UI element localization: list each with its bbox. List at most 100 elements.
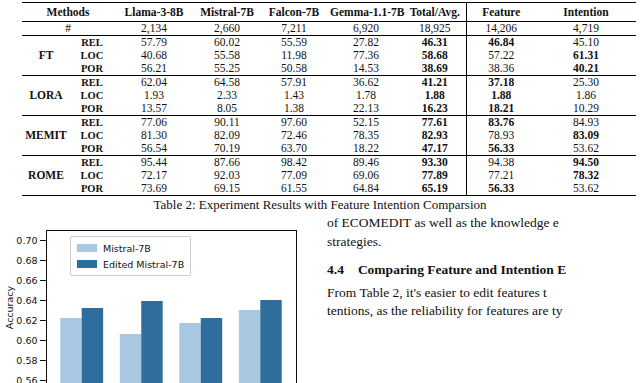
html-text:55.25: 55.25 — [214, 62, 240, 74]
html-text:1.86: 1.86 — [575, 89, 597, 101]
html-text:70.19: 70.19 — [214, 142, 240, 154]
html-text:53.62: 53.62 — [573, 142, 599, 154]
html-text:strategies.: strategies. — [327, 233, 382, 249]
html-text:56.33: 56.33 — [488, 142, 515, 154]
html-text:81.30: 81.30 — [141, 129, 167, 141]
svg-text:0.58: 0.58 — [16, 355, 37, 366]
html-text:38.69: 38.69 — [421, 62, 448, 74]
html-text:1.93: 1.93 — [143, 89, 165, 101]
html-text:Gemma-1.1-7B Total/Avg.: Gemma-1.1-7B Total/Avg. — [330, 5, 460, 18]
html-text:Mistral-7B: Mistral-7B — [200, 5, 254, 18]
html-text:38.36: 38.36 — [488, 62, 515, 74]
html-text:FT: FT — [38, 49, 54, 61]
svg-text:0.60: 0.60 — [16, 335, 37, 346]
html-text:18,925: 18,925 — [418, 22, 451, 34]
html-text:40.68: 40.68 — [141, 49, 167, 61]
html-text:87.66: 87.66 — [214, 156, 240, 168]
html-text:37.18: 37.18 — [488, 76, 515, 88]
html-text:of ECOMEDIT as well as the kno: of ECOMEDIT as well as the knowledge e — [327, 215, 559, 230]
html-text:Comparing Feature and Intentio: Comparing Feature and Intention E — [357, 262, 567, 277]
html-text:Llama-3-8B: Llama-3-8B — [124, 5, 184, 18]
svg-text:Accuracy: Accuracy — [4, 285, 15, 329]
html-text:47.17: 47.17 — [421, 142, 448, 154]
html-text:13.57: 13.57 — [141, 102, 167, 114]
html-text:ROME: ROME — [28, 169, 64, 181]
html-text:77.61: 77.61 — [421, 116, 448, 128]
svg-text:0.62: 0.62 — [16, 315, 37, 326]
html-text:83.76: 83.76 — [488, 116, 515, 128]
html-text:40.21: 40.21 — [573, 62, 599, 74]
html-text:25.30: 25.30 — [573, 76, 599, 88]
html-text:1.88: 1.88 — [424, 89, 445, 101]
svg-text:0.66: 0.66 — [16, 275, 37, 286]
html-text:14,206: 14,206 — [485, 22, 518, 34]
svg-text:0.56: 0.56 — [16, 375, 37, 383]
html-text:2.33: 2.33 — [216, 89, 238, 101]
html-text:22.13: 22.13 — [353, 102, 379, 114]
html-text:41.21: 41.21 — [421, 76, 448, 88]
html-text:4.4: 4.4 — [327, 262, 344, 277]
html-text:Feature: Feature — [482, 5, 521, 18]
html-text:72.46: 72.46 — [281, 129, 307, 141]
html-text:1.78: 1.78 — [355, 89, 377, 101]
html-text:77.06: 77.06 — [141, 116, 167, 128]
html-text:LORA: LORA — [29, 89, 63, 101]
html-text:82.09: 82.09 — [214, 129, 240, 141]
html-text:11.98: 11.98 — [281, 49, 307, 61]
html-text:84.93: 84.93 — [573, 116, 599, 128]
html-text:From Table 2, it's easier to e: From Table 2, it's easier to edit featur… — [327, 284, 547, 300]
html-text:57.22: 57.22 — [488, 49, 515, 61]
svg-text:0.70: 0.70 — [16, 235, 37, 246]
html-text:6,920: 6,920 — [353, 22, 379, 34]
html-text:64.58: 64.58 — [214, 76, 240, 88]
html-text:98.42: 98.42 — [281, 156, 307, 168]
html-text:1.43: 1.43 — [283, 89, 305, 101]
html-text:78.35: 78.35 — [353, 129, 379, 141]
html-text:2,660: 2,660 — [214, 22, 240, 34]
html-text:90.11: 90.11 — [214, 116, 240, 128]
html-text:45.10: 45.10 — [573, 36, 599, 48]
html-text:50.58: 50.58 — [281, 62, 307, 74]
html-text:7,211: 7,211 — [281, 22, 307, 34]
html-text:14.53: 14.53 — [353, 62, 379, 74]
html-text:1.88: 1.88 — [491, 89, 512, 101]
html-text:tentions, as the reliability f: tentions, as the reliability for feature… — [327, 303, 563, 318]
html-text:8.05: 8.05 — [216, 102, 238, 114]
html-text:1.38: 1.38 — [283, 102, 305, 114]
html-text:18.22: 18.22 — [353, 142, 379, 154]
html-text:58.68: 58.68 — [421, 49, 448, 61]
html-text:83.09: 83.09 — [573, 129, 599, 141]
html-text:55.59: 55.59 — [281, 36, 307, 48]
html-text:4,719: 4,719 — [573, 22, 599, 34]
html-text:60.02: 60.02 — [214, 36, 240, 48]
html-text:52.15: 52.15 — [353, 116, 379, 128]
html-text:18.21: 18.21 — [488, 102, 515, 114]
html-text:MEMIT: MEMIT — [25, 129, 67, 141]
html-text:55.58: 55.58 — [214, 49, 240, 61]
html-text:Intention: Intention — [563, 5, 609, 18]
html-text:46.84: 46.84 — [488, 36, 515, 48]
html-text:62.04: 62.04 — [141, 76, 167, 88]
html-text:82.93: 82.93 — [421, 129, 448, 141]
html-text:Methods: Methods — [46, 5, 90, 18]
html-text:2,134: 2,134 — [141, 22, 167, 34]
html-text:Falcon-7B: Falcon-7B — [268, 5, 320, 18]
html-text:63.70: 63.70 — [281, 142, 307, 154]
html-text:97.60: 97.60 — [281, 116, 307, 128]
svg-text:0.64: 0.64 — [16, 295, 37, 306]
html-text:46.31: 46.31 — [421, 36, 448, 48]
html-text:57.79: 57.79 — [141, 36, 167, 48]
html-text:56.21: 56.21 — [141, 62, 167, 74]
html-text:Table 2: Experiment Results wi: Table 2: Experiment Results with Feature… — [153, 197, 487, 212]
html-text:16.23: 16.23 — [421, 102, 448, 114]
html-text:57.91: 57.91 — [281, 76, 307, 88]
html-text:27.82: 27.82 — [353, 36, 379, 48]
html-text:10.29: 10.29 — [573, 102, 599, 114]
html-text:95.44: 95.44 — [141, 156, 167, 168]
svg-text:0.68: 0.68 — [16, 255, 37, 266]
html-text:36.62: 36.62 — [353, 76, 379, 88]
html-text:56.54: 56.54 — [141, 142, 167, 154]
html-text:61.31: 61.31 — [573, 49, 599, 61]
html-text:77.36: 77.36 — [353, 49, 379, 61]
html-text:78.93: 78.93 — [488, 129, 515, 141]
